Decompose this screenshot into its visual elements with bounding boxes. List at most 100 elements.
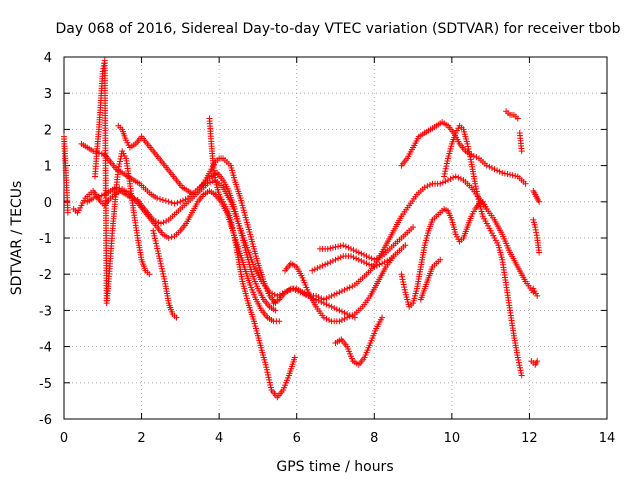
data-point bbox=[327, 245, 334, 252]
data-point bbox=[116, 185, 123, 192]
data-point bbox=[165, 198, 172, 205]
data-point bbox=[329, 244, 336, 251]
series-sat-l bbox=[309, 242, 409, 274]
data-point bbox=[466, 148, 473, 155]
data-point bbox=[116, 158, 123, 165]
data-point bbox=[154, 245, 161, 252]
data-point bbox=[384, 257, 391, 264]
data-point bbox=[465, 146, 472, 153]
data-point bbox=[515, 359, 522, 366]
series-sat-r bbox=[503, 108, 521, 122]
data-point bbox=[350, 247, 357, 254]
data-point bbox=[348, 253, 355, 260]
data-point bbox=[264, 369, 271, 376]
data-point bbox=[92, 194, 99, 201]
data-point bbox=[474, 193, 481, 200]
data-point bbox=[266, 379, 273, 386]
data-point bbox=[326, 317, 333, 324]
data-point bbox=[323, 315, 330, 322]
data-point bbox=[472, 183, 479, 190]
data-point bbox=[231, 232, 238, 239]
data-point bbox=[332, 256, 339, 263]
data-point bbox=[379, 314, 386, 321]
series-sat-g bbox=[61, 133, 71, 216]
data-point bbox=[174, 199, 181, 206]
data-point bbox=[154, 248, 161, 255]
data-point bbox=[349, 312, 356, 319]
data-point bbox=[470, 152, 477, 159]
series-sat-m bbox=[332, 314, 386, 368]
data-point bbox=[151, 232, 158, 239]
data-point bbox=[158, 265, 165, 272]
data-point bbox=[315, 294, 322, 301]
series-sat-q bbox=[417, 256, 444, 303]
data-point bbox=[155, 219, 162, 226]
data-point bbox=[344, 285, 351, 292]
data-point bbox=[358, 250, 365, 257]
data-point bbox=[271, 291, 278, 298]
data-point bbox=[348, 245, 355, 252]
x-tick-label: 14 bbox=[599, 431, 616, 446]
data-point bbox=[309, 267, 316, 274]
data-point bbox=[350, 254, 357, 261]
series-sat-k bbox=[316, 224, 417, 263]
data-point bbox=[366, 261, 373, 268]
series-sat-o bbox=[441, 122, 525, 379]
data-point bbox=[442, 178, 449, 185]
data-point bbox=[263, 364, 270, 371]
data-point bbox=[154, 195, 161, 202]
data-points bbox=[61, 57, 543, 401]
data-point bbox=[355, 256, 362, 263]
y-tick-label: -4 bbox=[39, 341, 52, 356]
x-tick-label: 0 bbox=[60, 431, 68, 446]
data-point bbox=[373, 255, 380, 262]
data-point bbox=[341, 286, 348, 293]
data-point bbox=[95, 193, 102, 200]
series-sat-e bbox=[92, 57, 153, 307]
data-point bbox=[355, 249, 362, 256]
data-point bbox=[267, 381, 274, 388]
data-point bbox=[441, 170, 448, 177]
data-point bbox=[333, 290, 340, 297]
x-axis-label: GPS time / hours bbox=[276, 459, 393, 475]
data-point bbox=[346, 313, 353, 320]
data-point bbox=[346, 284, 353, 291]
data-point bbox=[439, 179, 446, 186]
data-point bbox=[402, 242, 409, 249]
data-point bbox=[518, 148, 525, 155]
data-point bbox=[322, 261, 329, 268]
data-point bbox=[157, 258, 164, 265]
data-point bbox=[536, 249, 543, 256]
data-point bbox=[496, 168, 503, 175]
plot-frame bbox=[63, 56, 608, 420]
data-point bbox=[522, 180, 529, 187]
series-sat-p bbox=[398, 198, 490, 310]
y-axis-label: SDTVAR / TECUs bbox=[9, 181, 25, 296]
data-point bbox=[336, 307, 343, 314]
data-point bbox=[472, 180, 479, 187]
data-point bbox=[534, 358, 541, 365]
x-tick-label: 6 bbox=[293, 431, 301, 446]
data-point bbox=[399, 276, 406, 283]
data-point bbox=[342, 243, 349, 250]
data-point bbox=[515, 357, 522, 364]
data-point bbox=[442, 168, 449, 175]
data-point bbox=[162, 197, 169, 204]
series-sat-f bbox=[150, 227, 180, 321]
data-point bbox=[494, 167, 501, 174]
data-point bbox=[153, 240, 160, 247]
data-point bbox=[366, 254, 373, 261]
data-point bbox=[486, 163, 493, 170]
data-point bbox=[443, 163, 450, 170]
series-sat-b bbox=[78, 140, 279, 314]
data-point bbox=[376, 254, 383, 261]
data-point bbox=[376, 261, 383, 268]
data-point bbox=[512, 172, 519, 179]
y-tick-label: 0 bbox=[44, 196, 52, 211]
y-tick-label: -5 bbox=[39, 377, 52, 392]
data-point bbox=[324, 260, 331, 267]
data-point bbox=[326, 302, 333, 309]
data-point bbox=[98, 150, 105, 157]
data-point bbox=[426, 181, 433, 188]
